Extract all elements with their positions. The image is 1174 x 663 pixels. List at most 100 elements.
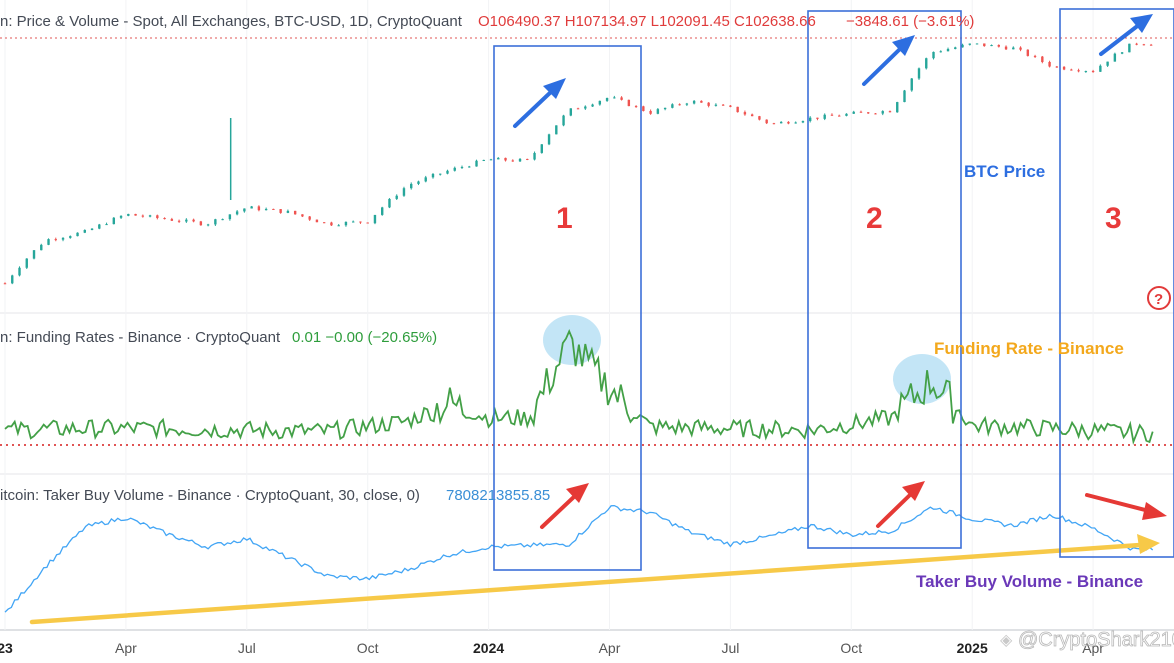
price-candle-body <box>330 222 333 226</box>
price-candle-body <box>1055 66 1059 68</box>
price-candle-body <box>424 177 427 182</box>
price-candle-body <box>1041 56 1044 63</box>
price-candle-body <box>932 51 935 59</box>
red-down-arrow-3 <box>1085 493 1167 520</box>
x-tick-label: 23 <box>0 640 13 656</box>
price-candle-body <box>315 219 319 223</box>
watermark-text: @CryptoShark2109 <box>1018 629 1174 651</box>
x-tick-label: 2025 <box>957 640 988 656</box>
price-candle-body <box>351 221 355 223</box>
price-candle-body <box>322 222 326 224</box>
price-candle-body <box>859 111 863 113</box>
price-candle-body <box>264 208 268 211</box>
price-candle-body <box>279 209 282 213</box>
price-candle-body <box>736 106 739 113</box>
price-candle-body <box>32 250 36 259</box>
price-candle-body <box>431 173 435 178</box>
price-candle-body <box>18 267 21 276</box>
price-candle-body <box>381 207 384 215</box>
x-tick-label: Jul <box>238 640 256 656</box>
price-candle-body <box>700 100 703 103</box>
price-candle-body <box>47 239 50 245</box>
taker-buy-label: Taker Buy Volume - Binance <box>916 572 1143 591</box>
price-candle-body <box>671 104 674 108</box>
price-candle-body <box>170 219 174 221</box>
price-candle-body <box>439 173 442 175</box>
price-candle-body <box>446 170 449 174</box>
red-up-arrow-2 <box>876 481 925 528</box>
blue-up-arrow-2 <box>862 35 915 86</box>
price-candle-body <box>1149 44 1153 46</box>
price-candle-body <box>388 198 391 208</box>
price-candle-body <box>214 219 217 225</box>
price-candle-body <box>475 160 478 167</box>
price-candle-body <box>990 45 993 47</box>
price-candle-body <box>141 215 145 217</box>
price-candle-body <box>954 47 957 49</box>
price-candle-body <box>417 181 420 184</box>
price-candle-body <box>997 45 1000 47</box>
price-candle-body <box>105 224 108 226</box>
price-candle-body <box>504 157 507 161</box>
price-candle-body <box>489 159 493 161</box>
price-candle-body <box>511 160 514 162</box>
price-candle-body <box>707 102 710 106</box>
price-candle-body <box>758 116 761 120</box>
price-candle-body <box>497 157 500 160</box>
price-candle-body <box>917 68 921 79</box>
price-candle-body <box>1048 62 1051 67</box>
price-candle-body <box>156 215 159 219</box>
help-icon[interactable]: ? <box>1147 286 1171 310</box>
price-candle-body <box>40 244 43 251</box>
taker-buy-series <box>4 504 1154 613</box>
blue-up-arrow-1 <box>513 78 566 128</box>
price-header-name: n: Price & Volume - Spot, All Exchanges,… <box>0 13 463 30</box>
price-candle-body <box>634 106 638 108</box>
price-candle-body <box>845 113 848 116</box>
price-candle-body <box>910 78 913 91</box>
price-candle-body <box>1019 47 1022 50</box>
price-candle-body <box>1091 71 1095 73</box>
price-candle-body <box>678 104 681 106</box>
price-candle-body <box>605 97 609 101</box>
price-candle-body <box>663 107 667 110</box>
price-candle-body <box>1135 43 1138 45</box>
price-candle-body <box>867 112 870 114</box>
price-candle-body <box>286 210 290 213</box>
price-candle-body <box>54 239 57 241</box>
price-candle-body <box>613 97 616 99</box>
price-candle-body <box>888 111 892 113</box>
price-candle-body <box>794 122 797 124</box>
zone-label-1: 1 <box>556 202 573 235</box>
price-candles <box>3 42 1153 285</box>
price-candle-body <box>1026 49 1030 56</box>
price-candle-body <box>337 225 340 227</box>
price-candle-body <box>1033 55 1037 57</box>
price-candle-body <box>627 99 631 107</box>
price-candle-body <box>410 183 413 189</box>
price-candle-body <box>366 222 369 224</box>
price-candle-body <box>1062 66 1066 70</box>
price-candle-body <box>228 214 232 220</box>
price-candle-body <box>692 100 696 104</box>
price-candle-body <box>235 211 239 215</box>
price-candle-body <box>772 123 776 125</box>
price-candle-body <box>743 112 747 115</box>
price-candle-body <box>874 113 877 115</box>
price-candle-body <box>301 214 304 217</box>
price-candle-body <box>373 214 377 224</box>
price-candle-body <box>721 104 725 106</box>
x-tick-label: Oct <box>357 640 379 656</box>
highlight-box-2 <box>807 10 962 549</box>
taker-trend-arrow <box>29 534 1160 625</box>
price-candle-body <box>98 224 101 229</box>
x-tick-label: Apr <box>1082 640 1104 656</box>
price-candle-body <box>729 105 732 107</box>
price-candle-body <box>830 114 834 116</box>
price-candle-body <box>584 106 587 109</box>
price-candle-body <box>779 121 783 124</box>
price-candle-body <box>591 104 594 107</box>
price-candle-body <box>961 44 964 48</box>
price-candle-body <box>25 258 28 268</box>
price-candle-body <box>90 228 94 231</box>
